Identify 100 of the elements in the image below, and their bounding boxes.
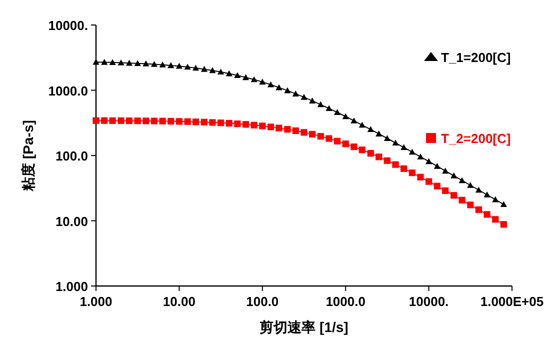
point <box>217 68 224 75</box>
point <box>442 187 449 194</box>
x-tick-label: 10.00 <box>162 294 196 309</box>
point <box>500 221 507 228</box>
point <box>392 140 399 146</box>
point <box>309 98 316 104</box>
point <box>326 135 332 142</box>
y-tick-label: 1.000 <box>55 279 88 294</box>
y-tick-label: 10000. <box>48 18 88 33</box>
point <box>342 140 349 148</box>
point <box>184 64 191 70</box>
x-tick-label: 1.000E+05 <box>480 294 544 309</box>
point <box>250 122 258 128</box>
point <box>267 124 274 130</box>
point <box>484 191 490 198</box>
point <box>358 122 366 128</box>
point <box>400 165 408 172</box>
point <box>250 76 258 82</box>
point <box>417 153 424 160</box>
point <box>350 117 358 124</box>
point <box>259 122 266 130</box>
x-tick-label: 1.000 <box>80 294 112 309</box>
point <box>267 81 274 88</box>
point <box>284 87 291 94</box>
point <box>292 90 299 96</box>
point <box>109 59 116 66</box>
point <box>226 120 232 127</box>
point <box>484 211 490 218</box>
point <box>367 126 374 132</box>
point <box>326 105 332 112</box>
point <box>134 60 141 66</box>
point <box>242 121 250 128</box>
point <box>209 119 216 126</box>
point <box>458 196 466 204</box>
point <box>408 148 416 155</box>
point <box>101 58 108 65</box>
point <box>126 60 133 66</box>
point <box>234 72 241 78</box>
point <box>392 161 399 168</box>
point <box>400 144 408 150</box>
point <box>92 117 100 124</box>
x-axis-title: 剪切速率 [1/s] <box>260 319 348 335</box>
point <box>226 70 232 76</box>
point <box>300 94 308 100</box>
point <box>434 182 440 190</box>
point <box>150 60 158 67</box>
point <box>234 120 241 128</box>
point <box>334 138 341 144</box>
point <box>426 178 432 185</box>
point <box>118 59 124 66</box>
point <box>276 84 282 90</box>
y-tick-label: 1000.0 <box>48 83 88 98</box>
point <box>192 64 200 71</box>
point <box>384 157 390 164</box>
x-tick-label: 10000. <box>408 294 449 309</box>
point <box>458 177 466 184</box>
point <box>376 130 382 136</box>
point <box>334 109 341 116</box>
point <box>367 150 374 157</box>
point <box>168 62 174 68</box>
point <box>300 129 308 136</box>
point <box>134 118 141 124</box>
point <box>342 113 349 120</box>
point <box>384 135 390 142</box>
point <box>492 216 499 223</box>
point <box>259 78 266 85</box>
point <box>200 66 208 72</box>
point <box>358 146 366 154</box>
point <box>317 101 324 108</box>
point <box>309 130 316 138</box>
point <box>450 172 458 178</box>
point <box>450 192 458 199</box>
point <box>184 118 191 125</box>
point <box>284 126 291 133</box>
point <box>159 118 166 124</box>
point <box>408 170 416 176</box>
point <box>142 60 150 66</box>
point <box>142 118 150 124</box>
point <box>276 124 282 132</box>
point <box>118 117 124 124</box>
point <box>467 182 474 188</box>
x-tick-label: 1000.0 <box>326 294 366 309</box>
point <box>159 61 166 68</box>
point <box>126 117 133 124</box>
point <box>350 143 358 150</box>
point <box>200 118 208 126</box>
point <box>168 118 174 125</box>
point <box>176 118 182 125</box>
point <box>426 158 432 164</box>
point <box>492 196 499 202</box>
legend-label: T_2=200[C] <box>441 131 511 146</box>
y-tick-label: 10.00 <box>55 214 88 229</box>
point <box>317 132 324 140</box>
point <box>475 206 482 213</box>
y-axis-title: 粘度 [Pa-s] <box>20 120 36 192</box>
point <box>192 118 200 126</box>
point <box>101 117 108 124</box>
point <box>176 62 182 69</box>
point <box>242 74 250 80</box>
point <box>434 162 440 169</box>
